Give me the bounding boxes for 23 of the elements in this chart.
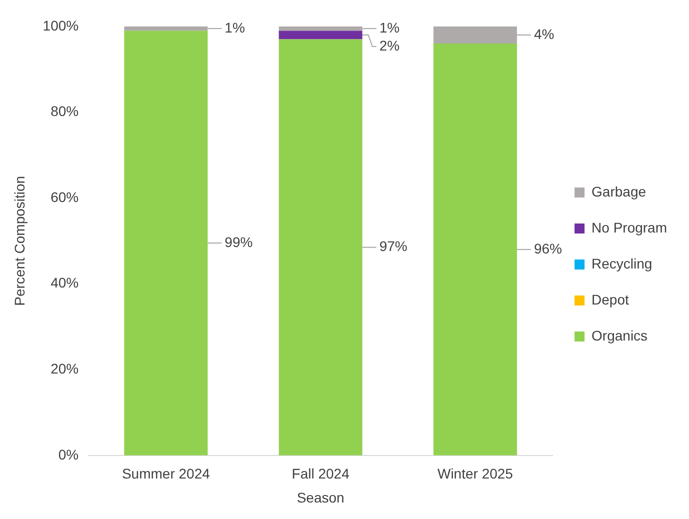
legend-label: Organics xyxy=(592,327,648,344)
x-tick-label: Summer 2024 xyxy=(122,466,210,482)
y-tick-label: 80% xyxy=(50,103,79,120)
data-label: 4% xyxy=(534,26,554,42)
legend-label: Garbage xyxy=(592,183,646,200)
y-tick-label: 100% xyxy=(42,17,79,34)
data-label: 2% xyxy=(379,37,400,54)
y-tick-label: 40% xyxy=(50,274,79,291)
x-tick-label: Winter 2025 xyxy=(437,466,514,482)
y-tick-label: 60% xyxy=(50,188,79,205)
data-label: 96% xyxy=(534,240,562,256)
data-label: 1% xyxy=(379,19,400,36)
data-label: 99% xyxy=(224,234,253,250)
legend-label: No Program xyxy=(592,219,667,236)
x-tick-label: Fall 2024 xyxy=(292,466,350,482)
y-tick-label: 20% xyxy=(50,360,79,376)
y-tick-label: 0% xyxy=(58,446,79,462)
legend-label: Recycling xyxy=(592,255,652,272)
data-label: 1% xyxy=(224,19,245,36)
x-axis-title: Season xyxy=(296,489,344,506)
legend-label: Depot xyxy=(592,291,629,308)
data-label: 97% xyxy=(379,238,408,254)
y-axis-title: Percent Composition xyxy=(11,176,28,306)
